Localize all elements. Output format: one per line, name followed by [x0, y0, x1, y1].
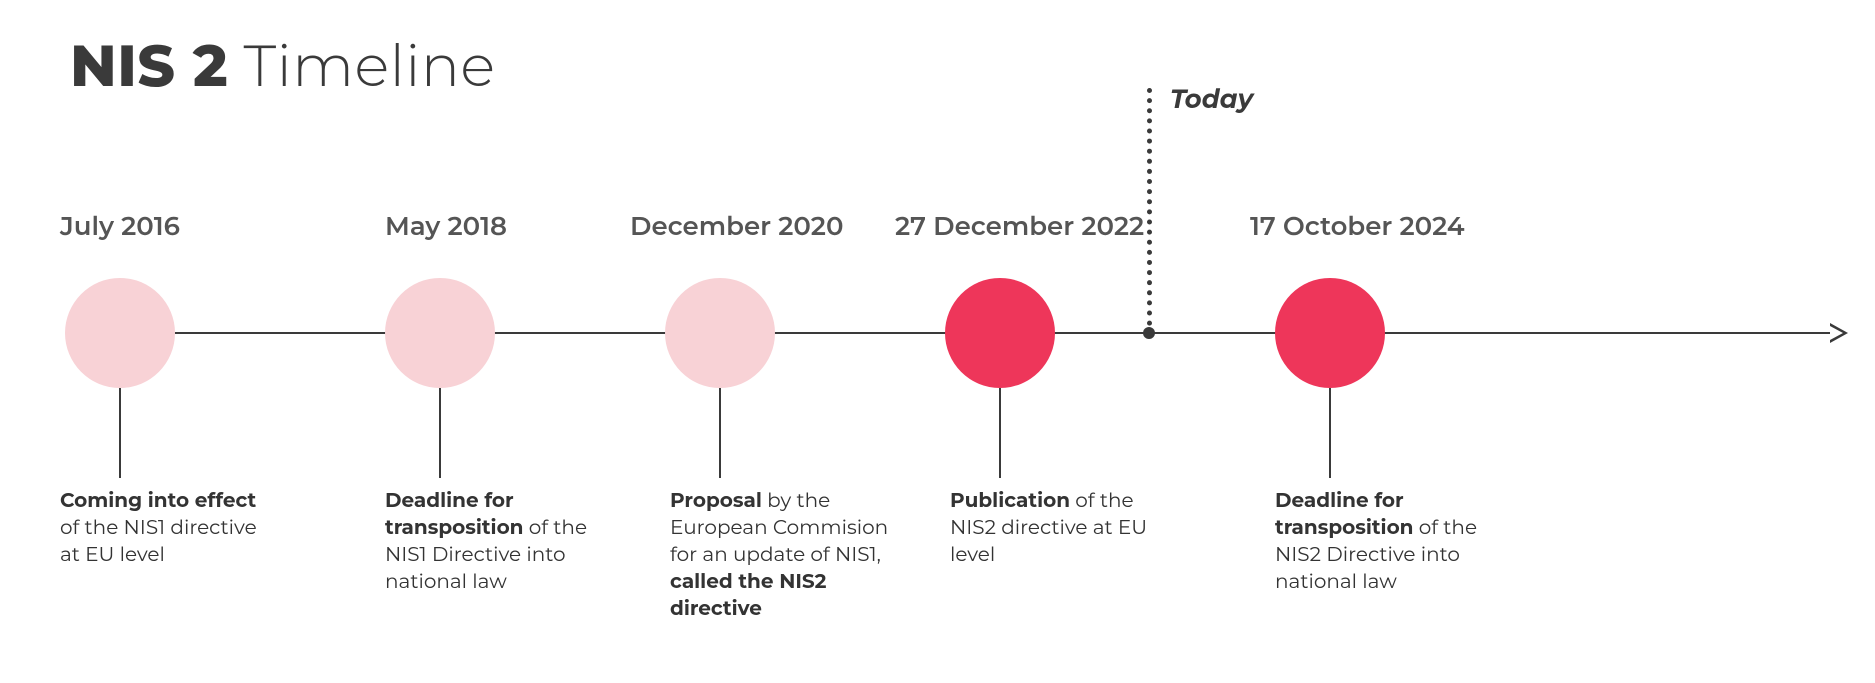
event-circle-icon: [1275, 278, 1385, 388]
event-circle-icon: [665, 278, 775, 388]
event-circle-icon: [945, 278, 1055, 388]
event-description: Proposal by the European Commision for a…: [670, 488, 890, 623]
today-marker-dot-icon: [1143, 327, 1155, 339]
event-connector: [439, 388, 441, 478]
event-description: Deadline for transposition of the NIS1 D…: [385, 488, 615, 596]
event-date: May 2018: [385, 210, 507, 242]
event-description: Deadline for transposition of the NIS2 D…: [1275, 488, 1515, 596]
event-description: Coming into effect of the NIS1 directive…: [60, 488, 280, 569]
today-marker-line: [1147, 88, 1152, 336]
timeline: Today July 2016 Coming into effect of the …: [0, 0, 1875, 683]
event-circle-icon: [65, 278, 175, 388]
today-label: Today: [1170, 83, 1253, 115]
event-date: 17 October 2024: [1250, 210, 1465, 242]
event-date: December 2020: [630, 210, 843, 242]
event-connector: [1329, 388, 1331, 478]
event-connector: [999, 388, 1001, 478]
event-date: 27 December 2022: [895, 210, 1144, 242]
event-description: Publication of the NIS2 directive at EU …: [950, 488, 1170, 569]
event-connector: [119, 388, 121, 478]
event-circle-icon: [385, 278, 495, 388]
event-connector: [719, 388, 721, 478]
event-date: July 2016: [60, 210, 180, 242]
timeline-arrowhead-icon: [1830, 323, 1848, 343]
